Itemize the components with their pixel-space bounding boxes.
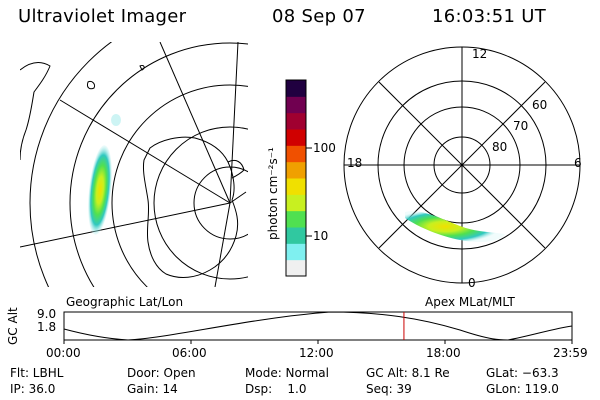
status-seq: Seq: 39 (366, 382, 412, 396)
colorbar-label-10: 10 (313, 229, 329, 243)
status-gain: Gain: 14 (127, 382, 178, 396)
colorbar-unit-label: photon cm⁻²s⁻¹ (266, 147, 280, 240)
status-ip: IP: 36.0 (10, 382, 56, 396)
orbit-y-axis-label: GC Alt (6, 307, 20, 345)
apex-aurora (405, 211, 505, 242)
colorbar-segment (286, 227, 306, 244)
apex-polar-grid (343, 46, 581, 284)
geographic-map (20, 42, 248, 287)
colorbar-segment (286, 96, 306, 114)
orbit-x-tick-1800: 18:00 (426, 346, 461, 360)
mlat-label-60: 60 (532, 98, 548, 112)
mlat-label-70: 70 (513, 119, 529, 133)
geographic-panel-label: Geographic Lat/Lon (66, 295, 184, 309)
instrument-title: Ultraviolet Imager (18, 6, 187, 27)
mlt-label-6: 6 (574, 156, 582, 170)
colorbar-segment (286, 112, 306, 130)
orbit-y-tick-1-8: 1.8 (37, 320, 57, 334)
colorbar-segment (286, 80, 306, 97)
status-door: Door: Open (127, 366, 196, 380)
orbit-x-tick-0600: 06:00 (172, 346, 207, 360)
colorbar (286, 80, 306, 277)
status-mode: Mode: Normal (245, 366, 329, 380)
status-gc-alt: GC Alt: 8.1 Re (366, 366, 450, 380)
orbit-x-tick-2359: 23:59 (553, 346, 588, 360)
colorbar-segment (286, 210, 306, 228)
colorbar-segment (286, 129, 306, 146)
orbit-altitude-curve (63, 311, 573, 341)
colorbar-label-100: 100 (313, 141, 336, 155)
orbit-x-tick-0000: 00:00 (46, 346, 81, 360)
orbit-x-ticks (63, 340, 573, 344)
colorbar-segment (286, 178, 306, 195)
colorbar-segment (286, 161, 306, 179)
colorbar-segment (286, 259, 306, 277)
mlt-label-0: 0 (468, 276, 476, 290)
orbit-plot-frame (63, 311, 573, 341)
mlt-label-18: 18 (347, 156, 363, 170)
mlat-label-80: 80 (492, 140, 508, 154)
status-glon: GLon: 119.0 (486, 382, 559, 396)
status-dsp: Dsp: 1.0 (245, 382, 307, 396)
colorbar-segment (286, 243, 306, 261)
status-filter: Flt: LBHL (10, 366, 64, 380)
observation-date: 08 Sep 07 (272, 6, 366, 27)
colorbar-segment (286, 145, 306, 163)
apex-panel-label: Apex MLat/MLT (425, 295, 515, 309)
status-glat: GLat: −63.3 (486, 366, 559, 380)
orbit-x-tick-1200: 12:00 (299, 346, 334, 360)
colorbar-segment (286, 194, 306, 212)
observation-time: 16:03:51 UT (432, 6, 547, 27)
colorbar-frame (285, 79, 307, 277)
mlt-label-12: 12 (472, 47, 488, 61)
orbit-y-tick-9: 9.0 (37, 307, 57, 321)
